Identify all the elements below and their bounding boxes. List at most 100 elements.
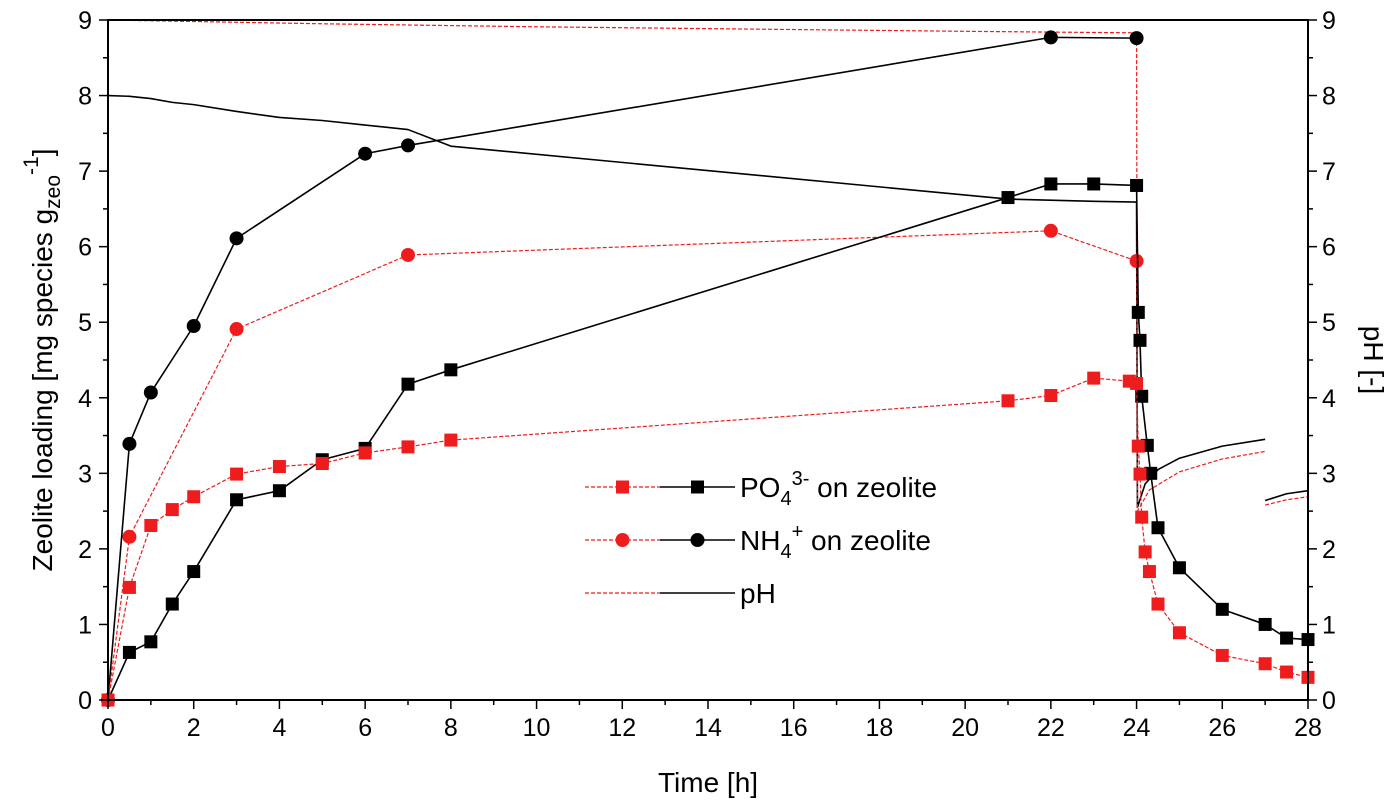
- data-point: [1280, 631, 1294, 645]
- data-point: [187, 490, 201, 504]
- data-point: [122, 436, 137, 451]
- data-point: [165, 597, 179, 611]
- data-point: [143, 385, 158, 400]
- data-point: [230, 467, 244, 481]
- legend-label-ph: pH: [740, 578, 776, 609]
- y2-tick-label: 1: [1322, 611, 1336, 639]
- series-line: [107, 377, 1309, 701]
- data-point: [1129, 254, 1144, 269]
- data-point: [144, 635, 158, 649]
- data-point: [1215, 648, 1229, 662]
- data-point: [401, 138, 415, 153]
- series-line: [107, 36, 1137, 701]
- legend-marker: [615, 533, 630, 547]
- x-tick-label: 28: [1294, 714, 1322, 742]
- data-point: [1280, 665, 1294, 679]
- series-ph-red: [107, 19, 1309, 512]
- data-point: [144, 518, 158, 532]
- legend-item-nh4: NH4+ on zeolite: [585, 521, 931, 563]
- y2-tick-label: 8: [1322, 83, 1336, 111]
- data-point: [1172, 626, 1186, 640]
- y-tick-label: 7: [78, 158, 92, 186]
- data-point: [315, 457, 329, 471]
- series-line: [107, 94, 1266, 509]
- data-point: [401, 377, 415, 391]
- plot-series: [101, 19, 1315, 707]
- data-point: [358, 146, 373, 161]
- data-point: [1044, 177, 1058, 191]
- plot-frame: [107, 19, 1309, 701]
- data-point: [444, 363, 458, 377]
- legend-marker: [690, 533, 705, 547]
- x-axis: 0 2 4 6 8 10 12 14 16 18 20 22 24 26 28: [101, 700, 1322, 742]
- data-point: [1130, 376, 1144, 390]
- legend-marker: [616, 480, 629, 494]
- y-tick-label: 3: [78, 460, 92, 488]
- data-point: [186, 319, 201, 333]
- data-point: [1043, 30, 1058, 45]
- x-tick-label: 22: [1037, 714, 1065, 742]
- legend-item-po4: PO43- on zeolite: [585, 468, 937, 510]
- y-tick-label: 5: [78, 309, 92, 337]
- y-axis-right-title: pH [-]: [1358, 326, 1385, 394]
- data-point: [1151, 597, 1165, 611]
- y2-tick-label: 4: [1322, 385, 1336, 413]
- series-line: [1264, 489, 1309, 502]
- data-point: [1129, 31, 1144, 46]
- y2-tick-label: 5: [1322, 309, 1336, 337]
- data-point: [1001, 191, 1015, 205]
- series-nh4-black: [101, 30, 1144, 707]
- x-tick-label: 10: [523, 714, 551, 742]
- data-point: [1044, 389, 1058, 403]
- x-axis-title: Time [h]: [658, 767, 758, 798]
- data-point: [1144, 466, 1158, 480]
- data-point: [358, 446, 372, 460]
- data-point: [1131, 439, 1145, 453]
- x-tick-label: 2: [187, 714, 201, 742]
- series-line: [107, 230, 1137, 701]
- data-point: [1130, 178, 1144, 192]
- x-tick-label: 26: [1208, 714, 1236, 742]
- series-po4-red: [101, 371, 1315, 707]
- y-tick-label: 6: [78, 234, 92, 262]
- y2-tick-label: 6: [1322, 234, 1336, 262]
- y-axis-left: 0 1 2 3 4 5 6 7 8 9: [78, 7, 108, 715]
- data-point: [1087, 177, 1101, 191]
- y-axis-right: 0 1 2 3 4 5 6 7 8 9: [1308, 7, 1336, 715]
- data-point: [1138, 545, 1152, 559]
- data-point: [1001, 394, 1015, 408]
- y2-tick-label: 9: [1322, 7, 1336, 35]
- legend: PO43- on zeolite NH4+ on zeolite pH: [585, 468, 937, 609]
- data-point: [229, 322, 244, 337]
- series-line: [107, 183, 1309, 701]
- series-ph-black: [107, 94, 1309, 509]
- series-line: [107, 19, 1266, 512]
- data-point: [1043, 223, 1058, 238]
- legend-label-po4: PO43- on zeolite: [740, 468, 937, 510]
- data-point: [401, 247, 415, 262]
- data-point: [1172, 561, 1186, 575]
- data-point: [122, 645, 136, 659]
- y-tick-label: 2: [78, 536, 92, 564]
- y-tick-label: 1: [78, 611, 92, 639]
- x-tick-label: 4: [272, 714, 286, 742]
- data-point: [1133, 333, 1147, 347]
- y-tick-label: 9: [78, 7, 92, 35]
- x-tick-label: 16: [780, 714, 808, 742]
- y-tick-label: 8: [78, 83, 92, 111]
- x-tick-label: 20: [951, 714, 979, 742]
- data-point: [272, 460, 286, 474]
- y-tick-label: 0: [78, 687, 92, 715]
- y2-tick-label: 7: [1322, 158, 1336, 186]
- data-point: [444, 433, 458, 447]
- data-point: [122, 580, 136, 594]
- y2-tick-label: 0: [1322, 687, 1336, 715]
- legend-item-ph: pH: [585, 578, 776, 609]
- x-tick-label: 6: [358, 714, 372, 742]
- legend-label-nh4: NH4+ on zeolite: [740, 521, 931, 563]
- data-point: [1142, 565, 1156, 579]
- y-tick-label: 4: [78, 385, 92, 413]
- legend-marker: [691, 480, 704, 494]
- series-line: [1264, 496, 1309, 506]
